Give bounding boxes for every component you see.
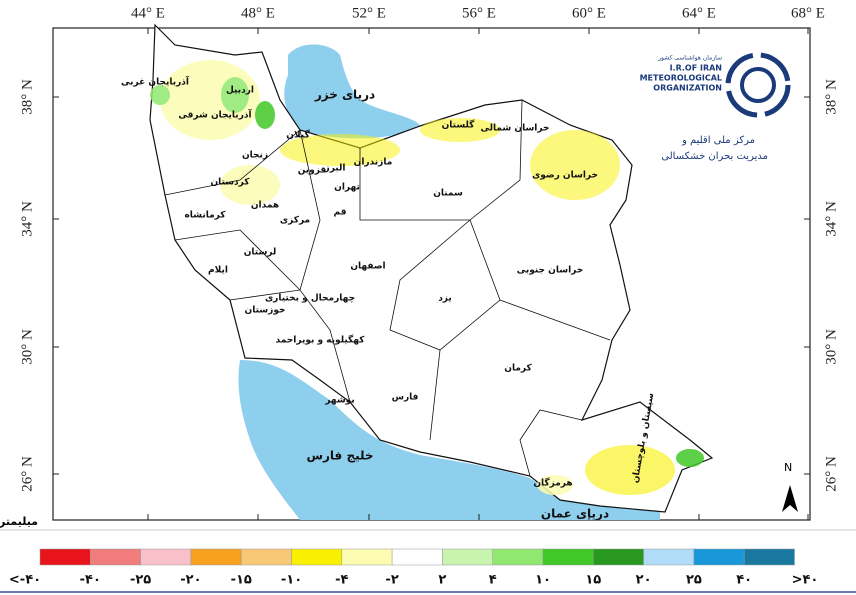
legend-swatch xyxy=(39,548,91,566)
province-label: اردبیل xyxy=(226,86,254,96)
province-label: کهگیلویه و بویراحمد xyxy=(276,334,366,346)
province-label: ایلام xyxy=(208,266,228,276)
province-label: قم xyxy=(334,208,347,218)
legend-label: -۱۰ xyxy=(281,573,302,588)
logo: سازمان هواشناسی کشور I.R.OF IRAN METEORO… xyxy=(640,52,791,162)
lon-label: 68° E xyxy=(791,5,825,21)
legend-label: ۴۰ xyxy=(736,573,752,588)
province-label: قزوین xyxy=(298,166,327,176)
province-label: کردستان xyxy=(210,178,250,188)
province-label: همدان xyxy=(251,201,279,211)
province-label: البرز xyxy=(324,164,346,174)
lon-label: 64° E xyxy=(682,5,716,21)
legend-swatch xyxy=(291,548,343,566)
legend-swatch xyxy=(442,548,493,566)
lon-label: 48° E xyxy=(241,5,275,21)
province-label: اصفهان xyxy=(350,262,385,272)
province-label: زنجان xyxy=(242,151,268,161)
lat-label: 26° N xyxy=(823,456,839,492)
lat-label: 30° N xyxy=(823,329,839,365)
lat-label: 30° N xyxy=(19,329,35,365)
lat-label: 34° N xyxy=(823,201,839,237)
center-name: مدیریت بحران خشکسالی xyxy=(661,151,768,162)
water-label: دریای عمان xyxy=(541,507,609,521)
legend-swatch xyxy=(391,548,443,566)
province-label: هرمزگان xyxy=(533,477,572,489)
legend-label: -۴ xyxy=(335,573,348,588)
legend-label: ۱۵ xyxy=(585,573,601,588)
legend-unit: میلیمتر xyxy=(0,515,38,528)
lon-label: 44° E xyxy=(131,5,165,21)
province-label: خوزستان xyxy=(245,306,286,316)
water-label: دریای خزر xyxy=(314,88,375,102)
province-borders xyxy=(164,99,611,477)
logo-line: I.R.OF IRAN xyxy=(670,64,722,73)
precipitation-patches xyxy=(150,60,704,495)
province-label: تهران xyxy=(334,183,360,193)
logo-name: سازمان هواشناسی کشور xyxy=(657,55,722,62)
province-label: یزد xyxy=(438,294,452,304)
caspian-sea xyxy=(284,44,420,139)
lat-label: 34° N xyxy=(19,201,35,237)
province-label: آذربایجان شرقی xyxy=(178,109,252,121)
legend-label: -۲ xyxy=(385,573,398,588)
center-name: مرکز ملی اقلیم و xyxy=(681,135,755,146)
province-label: کرمانشاه xyxy=(184,211,226,221)
legend-swatch xyxy=(240,548,292,566)
legend-label: ۲۵ xyxy=(686,573,702,588)
province-label: گلستان xyxy=(442,119,476,131)
persian-gulf xyxy=(238,360,660,520)
province-label: آذربایجان غربی xyxy=(121,76,190,88)
province-label: خراسان جنوبی xyxy=(517,266,584,276)
logo-line: METEOROLOGICAL xyxy=(640,74,722,83)
legend-swatch xyxy=(90,548,141,566)
north-label: N xyxy=(784,461,792,474)
lon-label: 56° E xyxy=(462,5,496,21)
legend-label: ۲ xyxy=(438,573,446,588)
province-label: مرکزی xyxy=(280,216,310,226)
water-label: خلیج فارس xyxy=(306,449,373,463)
north-arrow xyxy=(782,485,798,512)
legend-swatch xyxy=(693,548,745,566)
legend-label: -۲۵ xyxy=(130,573,151,588)
province-label: کرمان xyxy=(504,364,532,374)
province-label: خراسان رضوی xyxy=(532,171,598,181)
legend-swatch xyxy=(542,548,594,566)
province-label: چهارمحال و بختیاری xyxy=(265,294,355,304)
legend-label: -۴۰ xyxy=(80,573,101,588)
legend-swatch xyxy=(643,548,695,566)
province-label: فارس xyxy=(392,393,419,403)
legend-label: >۴۰ xyxy=(792,573,819,588)
logo-line: ORGANIZATION xyxy=(653,84,722,93)
province-label: مازندران xyxy=(354,158,393,168)
legend-label: ۱۰ xyxy=(535,573,551,588)
legend-label: -۱۵ xyxy=(231,573,252,588)
province-label: بوشهر xyxy=(324,396,354,406)
legend-swatch xyxy=(140,548,192,566)
lon-label: 60° E xyxy=(572,5,606,21)
legend-swatch xyxy=(593,548,644,566)
legend-swatch xyxy=(190,548,242,566)
lon-label: 52° E xyxy=(352,5,386,21)
legend-label: <-۴۰ xyxy=(9,573,41,588)
legend-label: -۲۰ xyxy=(180,573,201,588)
lat-label: 38° N xyxy=(19,79,35,115)
province-label: گیلان xyxy=(286,129,310,141)
lat-label: 26° N xyxy=(19,456,35,492)
province-label: سمنان xyxy=(433,189,463,199)
legend-label: ۴ xyxy=(489,573,497,588)
legend-label: ۲۰ xyxy=(636,573,652,588)
legend-swatch xyxy=(492,548,544,566)
province-label: لرستان xyxy=(244,248,277,258)
legend-swatch xyxy=(341,548,393,566)
lat-label: 38° N xyxy=(823,79,839,115)
legend-swatch xyxy=(743,548,795,566)
province-label: خراسان شمالی xyxy=(481,124,550,134)
